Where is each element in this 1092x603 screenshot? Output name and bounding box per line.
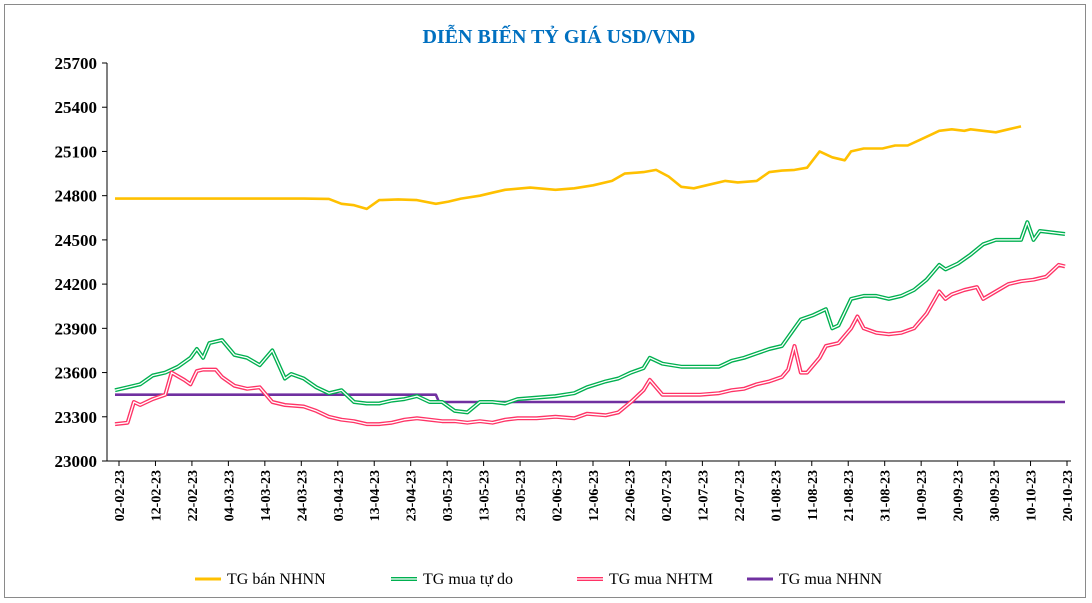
x-tick-label: 03-04-23 bbox=[332, 470, 347, 521]
x-tick-label: 20-09-23 bbox=[952, 470, 967, 521]
series-line bbox=[115, 393, 1065, 404]
y-tick-label: 24200 bbox=[55, 275, 98, 294]
chart-frame: DIỄN BIẾN TỶ GIÁ USD/VND 23000 23300 23600… bbox=[4, 4, 1086, 598]
x-tick-label: 20-10-23 bbox=[1061, 470, 1076, 521]
x-tick-label: 13-05-23 bbox=[478, 470, 493, 521]
series-line bbox=[115, 125, 1022, 211]
x-tick-label: 12-07-23 bbox=[696, 470, 711, 521]
series-tg-mua-nhnn bbox=[115, 393, 1065, 404]
series-tg-mua-nhtm bbox=[114, 262, 1066, 427]
series-tg-b-n-nhnn bbox=[115, 125, 1022, 211]
y-tick-label: 23000 bbox=[55, 452, 98, 471]
x-tick-label: 22-02-23 bbox=[186, 470, 201, 521]
legend-item: TG mua tự do bbox=[391, 571, 513, 588]
series-line-inner bbox=[114, 221, 1066, 414]
x-tick-label: 31-08-23 bbox=[879, 470, 894, 521]
series-layer bbox=[114, 125, 1066, 427]
x-tick-label: 12-02-23 bbox=[149, 470, 164, 521]
x-tick-label: 11-08-23 bbox=[806, 470, 821, 521]
y-tick-label: 24800 bbox=[55, 187, 98, 206]
legend-item: TG mua NHNN bbox=[747, 571, 883, 588]
x-tick-label: 22-06-23 bbox=[623, 470, 638, 521]
x-tick-label: 02-07-23 bbox=[660, 470, 675, 521]
legend-label: TG mua NHTM bbox=[609, 571, 713, 588]
y-tick-label: 25400 bbox=[55, 98, 98, 117]
legend-item: TG mua NHTM bbox=[577, 571, 713, 588]
x-tick-label: 03-05-23 bbox=[441, 470, 456, 521]
x-tick-label: 02-06-23 bbox=[551, 470, 566, 521]
y-tick-label: 23900 bbox=[55, 319, 98, 338]
legend-label: TG bán NHNN bbox=[227, 571, 326, 588]
y-tick-label: 23600 bbox=[55, 364, 98, 383]
x-tick-label: 22-07-23 bbox=[733, 470, 748, 521]
x-tick-label: 10-09-23 bbox=[915, 470, 930, 521]
x-tick-label: 21-08-23 bbox=[842, 470, 857, 521]
chart-title: DIỄN BIẾN TỶ GIÁ USD/VND bbox=[422, 23, 695, 48]
y-tick-label: 23300 bbox=[55, 408, 98, 427]
y-axis-ticks: 23000 23300 23600 23900 24200 24500 24800 25100… bbox=[55, 54, 107, 471]
y-tick-label: 25100 bbox=[55, 142, 98, 161]
x-axis-ticks: 02-02-23 12-02-23 22-02-23 04-03-23 14-03-23… bbox=[113, 461, 1076, 521]
x-tick-label: 10-10-23 bbox=[1025, 470, 1040, 521]
x-tick-label: 01-08-23 bbox=[769, 470, 784, 521]
series-line-outer bbox=[114, 262, 1066, 427]
plot-area bbox=[106, 63, 1071, 462]
legend-label: TG mua tự do bbox=[423, 571, 513, 588]
series-tg-mua-t-do bbox=[114, 220, 1066, 415]
exchange-rate-chart: DIỄN BIẾN TỶ GIÁ USD/VND 23000 23300 23600… bbox=[55, 23, 1077, 588]
legend-item: TG bán NHNN bbox=[195, 571, 326, 588]
x-tick-label: 30-09-23 bbox=[988, 470, 1003, 521]
x-tick-label: 14-03-23 bbox=[259, 470, 274, 521]
legend-label: TG mua NHNN bbox=[779, 571, 883, 588]
x-tick-label: 24-03-23 bbox=[295, 470, 310, 521]
x-tick-label: 13-04-23 bbox=[368, 470, 383, 521]
x-tick-label: 02-02-23 bbox=[113, 470, 128, 521]
y-tick-label: 25700 bbox=[55, 54, 98, 73]
series-line-inner bbox=[114, 264, 1066, 425]
x-tick-label: 12-06-23 bbox=[587, 470, 602, 521]
legend: TG bán NHNN TG mua tự do TG mua NHTM TG mua… bbox=[195, 571, 883, 588]
x-tick-label: 23-04-23 bbox=[405, 470, 420, 521]
y-tick-label: 24500 bbox=[55, 231, 98, 250]
x-tick-label: 23-05-23 bbox=[514, 470, 529, 521]
x-tick-label: 04-03-23 bbox=[222, 470, 237, 521]
